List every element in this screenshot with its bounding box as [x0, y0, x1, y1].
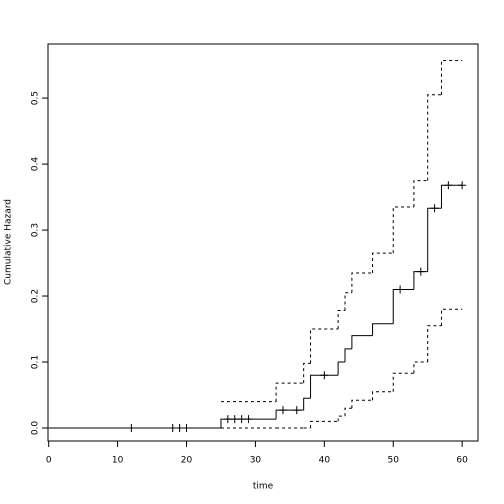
confidence-band: [303, 362, 311, 384]
x-tick-label: 50: [388, 456, 400, 466]
confidence-band: [427, 94, 442, 181]
hazard-step: [351, 335, 373, 349]
censor-mark: [244, 415, 253, 424]
confidence-band: [344, 407, 352, 417]
censor-mark: [175, 424, 184, 433]
censor-mark: [416, 267, 425, 276]
hazard-step: [392, 288, 414, 324]
hazard-step: [220, 418, 277, 429]
confidence-band: [413, 361, 428, 374]
confidence-band: [392, 206, 414, 254]
x-tick-label: 20: [181, 456, 193, 466]
y-tick-label: 0.4: [31, 157, 41, 172]
hazard-step: [275, 409, 304, 420]
confidence-band: [413, 180, 428, 207]
censor-mark: [127, 424, 136, 433]
confidence-band: [351, 272, 373, 293]
hazard-step: [303, 397, 311, 411]
censor-mark: [396, 285, 405, 294]
censor-mark: [444, 181, 453, 190]
y-tick-label: 0.0: [31, 421, 41, 436]
y-tick-label: 0.2: [31, 289, 41, 303]
hazard-step: [337, 361, 346, 376]
hazard-step: [344, 348, 352, 363]
y-tick-label: 0.3: [31, 223, 41, 237]
x-tick-label: 0: [46, 456, 52, 466]
confidence-band: [310, 420, 339, 429]
censor-mark: [320, 371, 329, 380]
confidence-band: [372, 391, 394, 401]
confidence-band: [427, 325, 442, 363]
censor-mark: [237, 415, 246, 424]
confidence-band: [275, 382, 304, 402]
plot-box: [47, 43, 479, 442]
hazard-step: [427, 207, 442, 272]
y-tick-label: 0.1: [31, 355, 41, 369]
confidence-band: [440, 308, 463, 326]
x-axis-label: time: [253, 482, 274, 492]
hazard-step: [440, 184, 463, 209]
censor-mark: [458, 181, 467, 190]
y-tick-label: 0.5: [31, 91, 41, 105]
x-tick-label: 30: [250, 456, 262, 466]
y-axis-label: Cumulative Hazard: [4, 199, 14, 285]
censor-mark: [168, 424, 177, 433]
confidence-band: [344, 292, 352, 311]
censor-mark: [230, 415, 239, 424]
confidence-band: [337, 415, 346, 422]
censor-mark: [182, 424, 191, 433]
censor-mark: [292, 406, 301, 415]
confidence-band: [392, 372, 414, 392]
confidence-band: [440, 59, 463, 95]
censor-mark: [278, 406, 287, 415]
confidence-band: [351, 399, 373, 409]
censor-mark: [223, 415, 232, 424]
censor-mark: [430, 204, 439, 213]
x-tick-label: 40: [319, 456, 331, 466]
confidence-band: [372, 252, 394, 273]
confidence-band: [337, 310, 346, 330]
x-tick-label: 60: [456, 456, 468, 466]
confidence-band: [310, 328, 339, 364]
hazard-step: [310, 374, 339, 399]
hazard-step: [372, 323, 394, 336]
x-tick-label: 10: [112, 456, 124, 466]
